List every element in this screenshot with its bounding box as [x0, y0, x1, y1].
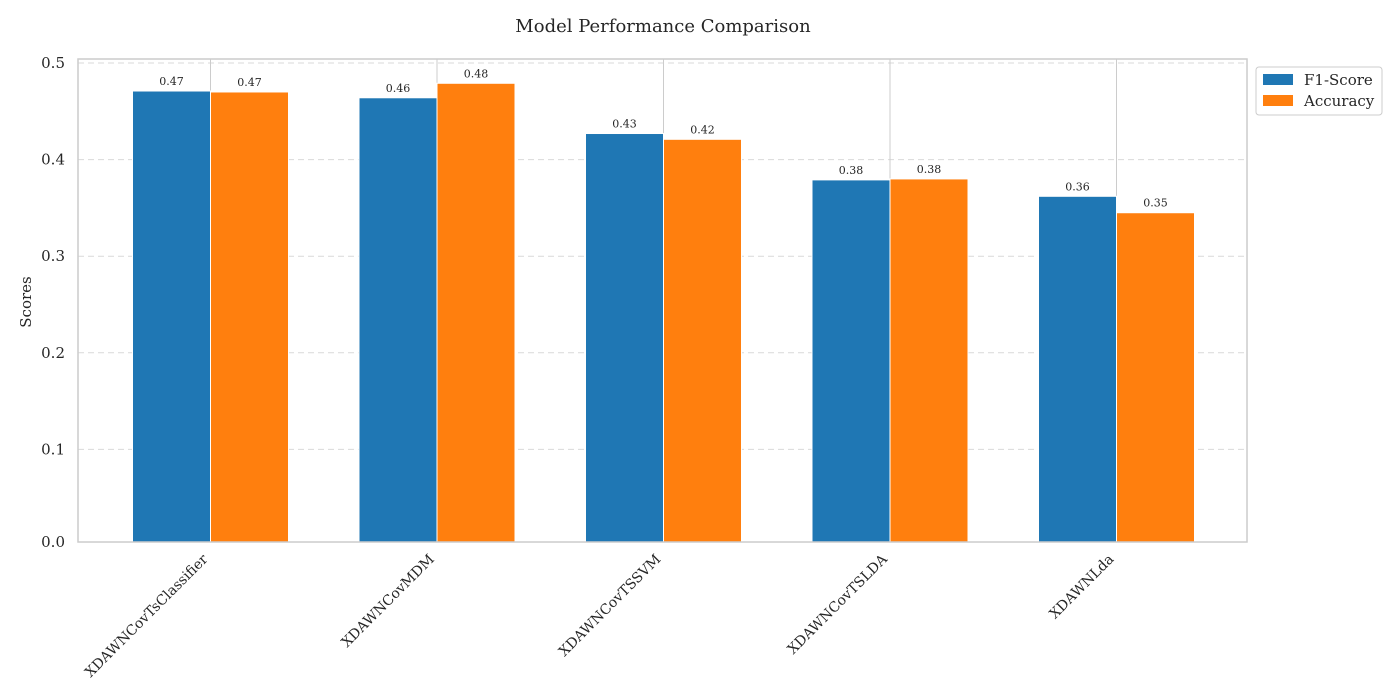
bars [132, 82, 1195, 543]
bar-accuracy [663, 138, 742, 543]
x-tick-label: XDAWNCovMDM [339, 552, 438, 651]
legend-swatch [1263, 95, 1293, 106]
bar-value-label: 0.46 [386, 82, 411, 95]
bar-value-label: 0.47 [237, 76, 262, 89]
bar-value-label: 0.47 [159, 75, 184, 88]
bar-value-label: 0.42 [690, 123, 715, 136]
value-labels: 0.47 0.46 0.43 0.38 0.36 0.47 0.48 0.42 0.38 0.35 [159, 67, 1168, 209]
bar-accuracy [210, 91, 289, 543]
bar-f1-score [132, 90, 211, 543]
y-tick-label: 0.5 [41, 54, 65, 72]
legend-swatch [1263, 74, 1293, 85]
bar-accuracy [436, 82, 516, 543]
chart-title: Model Performance Comparison [515, 16, 811, 37]
bar-value-label: 0.38 [917, 163, 942, 176]
legend-label: F1-Score [1304, 71, 1373, 89]
y-tick-label: 0.0 [41, 533, 65, 551]
plot-area-frame [77, 58, 1248, 543]
x-tick-label: XDAWNLda [1047, 552, 1118, 623]
bar-value-label: 0.48 [464, 67, 489, 80]
y-axis-label: Scores [17, 276, 35, 327]
y-tick-label: 0.2 [41, 344, 65, 362]
legend-label: Accuracy [1303, 92, 1375, 110]
y-tick-label: 0.3 [41, 247, 65, 265]
bar-value-label: 0.43 [612, 118, 637, 131]
bar-accuracy [1116, 212, 1195, 543]
bar-value-label: 0.36 [1065, 180, 1090, 193]
x-tick-label: XDAWNCovTSLDA [785, 551, 892, 658]
bar-f1-score [811, 179, 891, 543]
y-tick-label: 0.1 [41, 440, 65, 458]
x-tick-label: XDAWNCovTSSVM [556, 552, 664, 660]
legend: F1-Score Accuracy [1255, 66, 1383, 116]
bar-value-label: 0.35 [1143, 197, 1168, 210]
x-tick-label: XDAWNCovTsClassifier [82, 551, 211, 680]
bar-f1-score [585, 133, 664, 543]
y-tick-label: 0.4 [41, 151, 65, 169]
y-axis-ticks: 0.0 0.1 0.2 0.3 0.4 0.5 [41, 54, 65, 551]
bar-value-label: 0.38 [839, 164, 864, 177]
bar-accuracy [889, 178, 969, 543]
bar-f1-score [1038, 195, 1117, 543]
x-axis-ticks: XDAWNCovTsClassifier XDAWNCovMDM XDAWNCovT… [82, 551, 1117, 681]
bar-f1-score [358, 97, 438, 543]
